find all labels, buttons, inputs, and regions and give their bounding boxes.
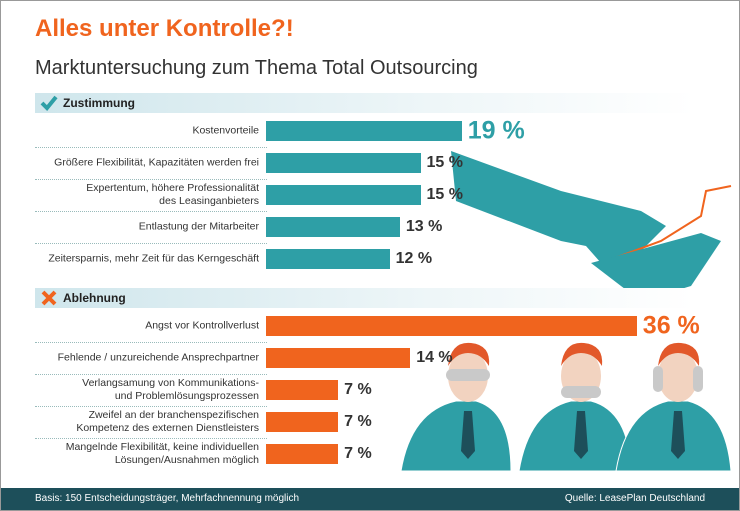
value-label: 14 % — [416, 349, 453, 366]
section-band — [35, 93, 695, 113]
bar — [266, 348, 411, 368]
category-label: Mangelnde Flexibilität, keine individuel… — [65, 441, 259, 466]
footer: Basis: 150 Entscheidungsträger, Mehrfach… — [1, 488, 739, 510]
bar — [266, 153, 421, 173]
section-band — [35, 288, 695, 308]
value-label: 7 % — [344, 413, 372, 430]
category-label: Größere Flexibilität, Kapazitäten werden… — [54, 156, 259, 169]
bar — [266, 444, 339, 464]
subtitle: Marktuntersuchung zum Thema Total Outsou… — [35, 57, 478, 79]
bar — [266, 316, 637, 336]
value-label: 12 % — [395, 250, 433, 267]
separator — [35, 342, 267, 343]
section-title: Ablehnung — [63, 291, 126, 305]
category-label: Fehlende / unzureichende Ansprechpartner — [57, 351, 259, 364]
title: Alles unter Kontrolle?! — [35, 15, 294, 42]
value-label: 19 % — [467, 116, 525, 145]
separator — [35, 211, 267, 212]
bar — [266, 121, 462, 141]
bar — [266, 217, 400, 237]
category-label: Verlangsamung von Kommunikations- und Pr… — [82, 377, 259, 402]
bar — [266, 185, 421, 205]
separator — [35, 147, 267, 148]
value-label: 36 % — [642, 311, 700, 340]
bar — [266, 412, 339, 432]
separator — [35, 438, 267, 439]
bar — [266, 380, 339, 400]
category-label: Entlastung der Mitarbeiter — [138, 220, 259, 233]
separator — [35, 179, 267, 180]
separator — [35, 243, 267, 244]
value-label: 15 % — [426, 154, 463, 171]
value-label: 7 % — [344, 381, 372, 398]
value-label: 15 % — [426, 186, 463, 203]
section-title: Zustimmung — [63, 96, 135, 110]
check-icon — [40, 95, 58, 111]
value-label: 13 % — [405, 218, 443, 235]
separator — [35, 374, 267, 375]
footer-basis: Basis: 150 Entscheidungsträger, Mehrfach… — [35, 493, 300, 504]
value-label: 7 % — [344, 445, 372, 462]
footer-source: Quelle: LeasePlan Deutschland — [564, 493, 705, 504]
cross-icon — [41, 290, 57, 306]
bar — [266, 249, 390, 269]
category-label: Angst vor Kontrollverlust — [145, 319, 259, 332]
category-label: Expertentum, höhere Professionalität des… — [86, 182, 259, 207]
category-label: Zeitersparnis, mehr Zeit für das Kernges… — [48, 252, 259, 265]
separator — [35, 406, 267, 407]
category-label: Zweifel an der branchenspezifischen Komp… — [76, 409, 259, 434]
category-label: Kostenvorteile — [192, 124, 259, 137]
